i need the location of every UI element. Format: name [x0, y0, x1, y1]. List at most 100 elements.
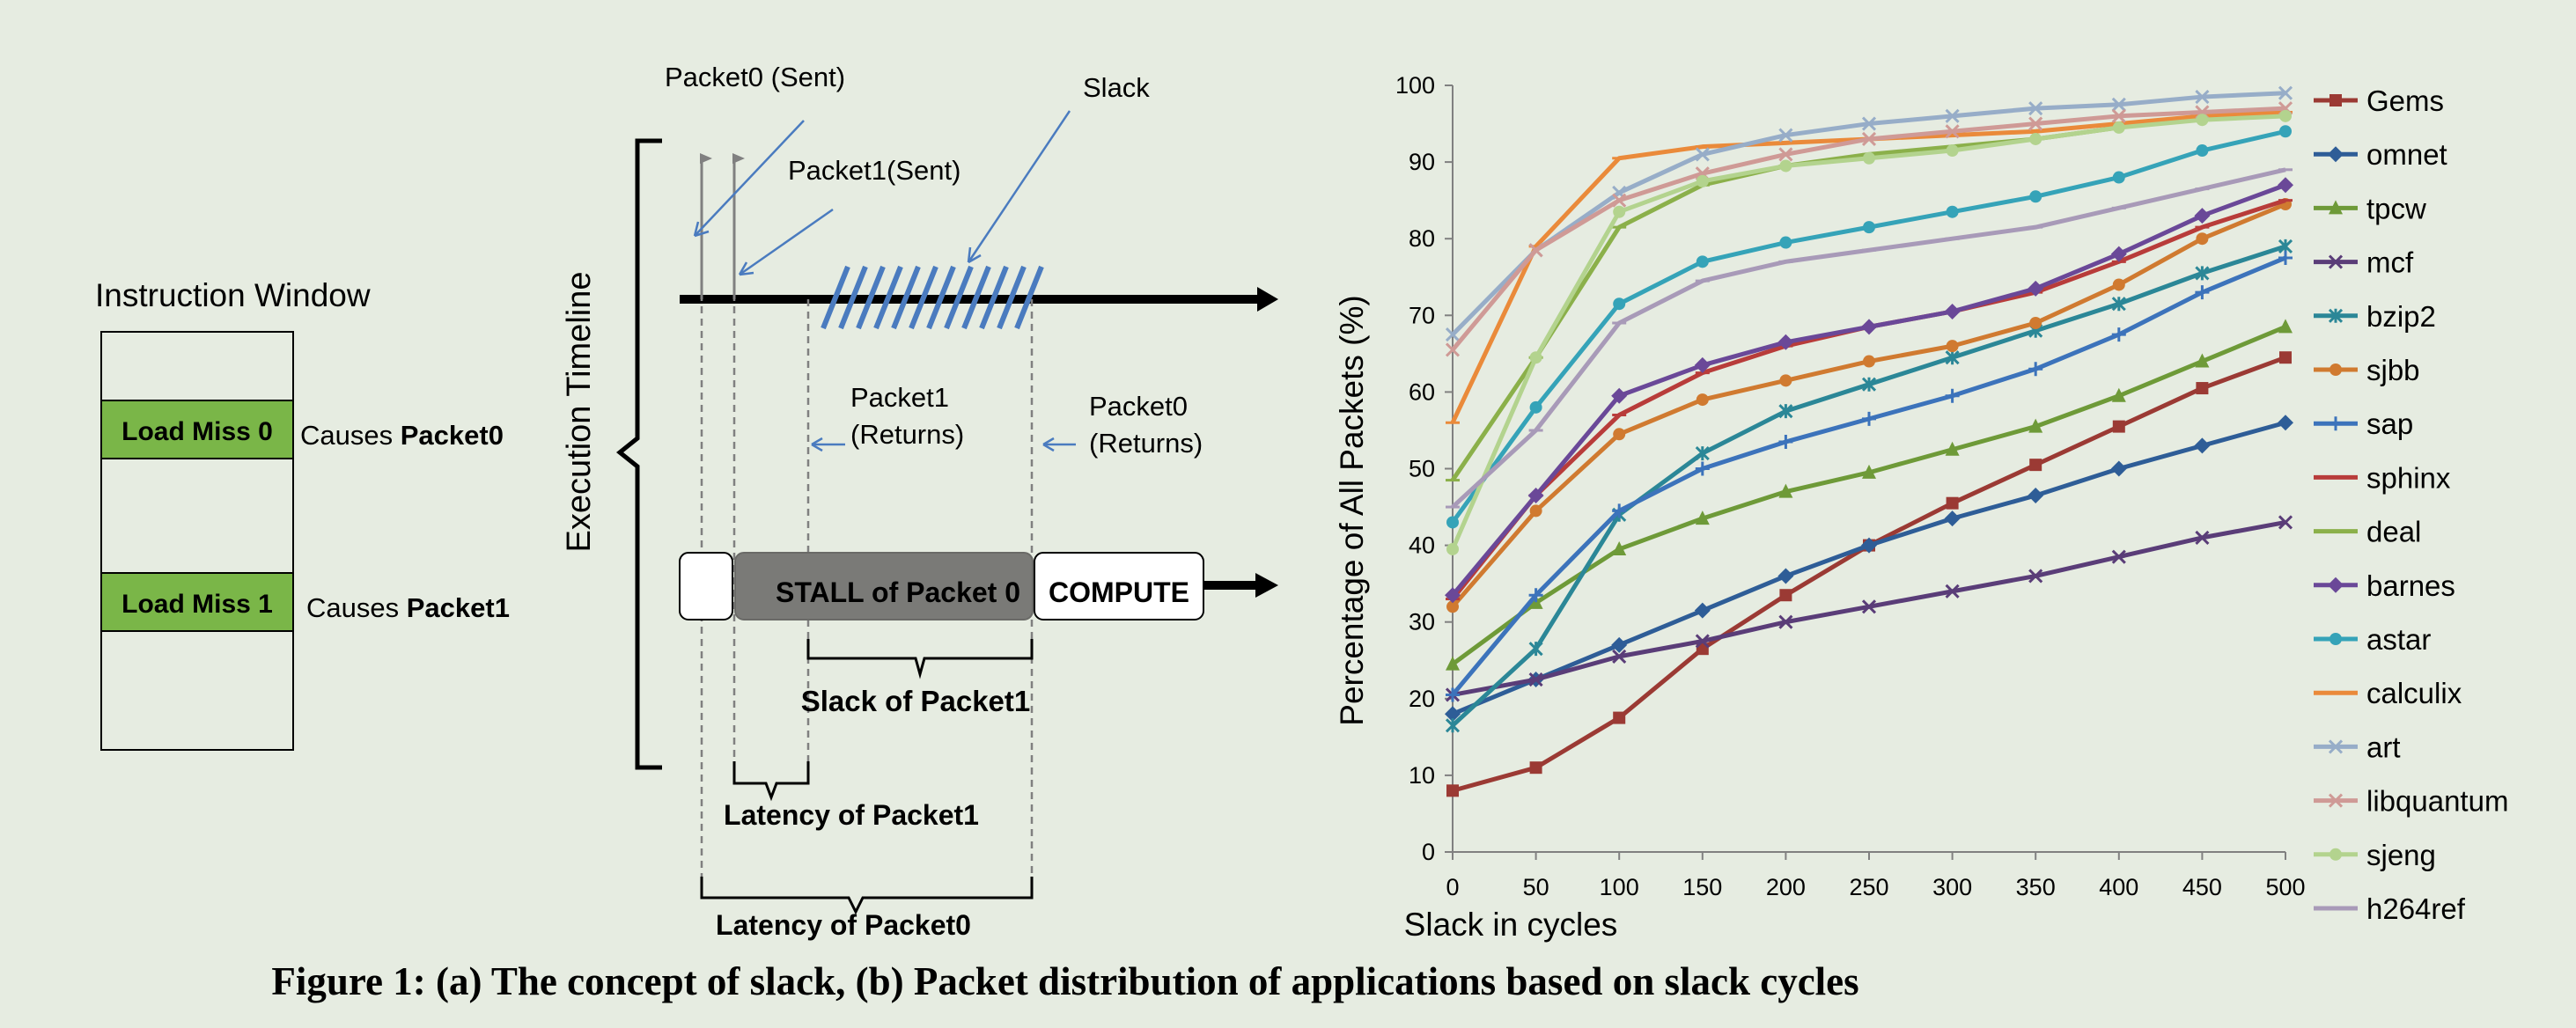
data-point-sjbb — [1779, 374, 1792, 387]
data-point-mcf — [1528, 672, 1543, 687]
legend-marker — [2328, 576, 2344, 593]
slack-hatch-mark — [873, 265, 903, 330]
data-point-art — [1445, 327, 1461, 342]
series-astar — [1446, 125, 2292, 529]
data-point-libquantum — [1445, 342, 1461, 357]
data-point-art — [2028, 101, 2043, 116]
data-point-tpcw — [1862, 464, 1876, 479]
slack-hatch-mark — [961, 265, 991, 330]
x-tick-label: 350 — [2016, 874, 2056, 900]
data-point-barnes — [1527, 487, 1544, 503]
latency-of-packet0-label: Latency of Packet0 — [716, 909, 971, 941]
x-tick-label: 100 — [1600, 874, 1639, 900]
data-point-art — [1695, 147, 1710, 162]
causes-packet1-text: Causes Packet1 — [306, 592, 510, 623]
slack-of-packet1-label: Slack of Packet1 — [801, 685, 1031, 717]
data-point-barnes — [2110, 246, 2127, 262]
x-tick-label: 0 — [1446, 874, 1459, 900]
legend-label: barnes — [2366, 569, 2455, 602]
instruction-window-box — [100, 331, 294, 751]
data-point-sjeng — [2279, 109, 2292, 122]
data-point-barnes — [1694, 356, 1711, 373]
legend-item: bzip2 — [2314, 300, 2436, 333]
causes-packet1-prefix: Causes — [306, 592, 407, 623]
packet0-returns-label-1: Packet0 — [1089, 391, 1188, 422]
instruction-window-title: Instruction Window — [95, 277, 371, 313]
data-point-tpcw — [1446, 656, 1460, 671]
data-point-mcf — [1778, 614, 1793, 629]
data-point-mcf — [1861, 599, 1877, 614]
legend-marker — [2329, 848, 2342, 861]
data-point-omnet — [1944, 510, 1961, 527]
data-point-mcf — [2111, 549, 2126, 564]
legend-item: barnes — [2314, 569, 2455, 602]
latency-of-packet1-brace — [732, 761, 810, 802]
data-point-sjeng — [2029, 132, 2042, 145]
legend-label: h264ref — [2366, 892, 2466, 925]
legend-marker — [2329, 200, 2343, 215]
data-point-astar — [1613, 297, 1626, 311]
data-point-sap — [1528, 588, 1543, 603]
x-tick-label: 250 — [1849, 874, 1888, 900]
data-point-bzip2 — [1861, 377, 1877, 392]
packet1-returns-label-1: Packet1 — [850, 382, 949, 413]
data-point-sap — [2028, 362, 2043, 377]
data-point-sjbb — [1529, 504, 1542, 518]
y-tick-label: 40 — [1409, 532, 1435, 559]
data-point-sjbb — [1696, 393, 1709, 407]
data-point-barnes — [1445, 587, 1461, 604]
data-point-sjbb — [2029, 317, 2042, 330]
legend-label: sphinx — [2366, 461, 2451, 494]
data-point-sjbb — [2196, 232, 2209, 246]
legend-label: art — [2366, 731, 2401, 763]
legend-label: mcf — [2366, 246, 2414, 279]
x-tick-label: 200 — [1766, 874, 1806, 900]
legend-label: omnet — [2366, 138, 2447, 171]
data-point-tpcw — [2028, 418, 2043, 433]
data-point-libquantum — [1778, 147, 1793, 162]
data-point-barnes — [2278, 177, 2293, 194]
legend-marker — [2328, 146, 2344, 163]
packet0-sent-pointer — [694, 120, 805, 237]
legend-label: astar — [2366, 623, 2431, 656]
data-point-mcf — [1945, 584, 1960, 598]
legend-marker — [2329, 363, 2342, 376]
execution-timeline-brace — [615, 138, 662, 770]
packet0-sent-pointer-head — [693, 221, 710, 238]
data-point-Gems — [1779, 589, 1792, 602]
data-point-sap — [1612, 503, 1627, 518]
slack-pointer-head — [967, 246, 982, 264]
panel-a-slack-concept: Instruction Window Load Miss 0 Load Miss… — [95, 62, 1278, 941]
latency-of-packet0-brace — [700, 877, 1034, 915]
y-tick-label: 0 — [1422, 839, 1435, 865]
data-point-Gems — [1613, 711, 1626, 724]
data-point-astar — [2029, 190, 2042, 203]
data-point-Gems — [1529, 761, 1542, 775]
data-point-sap — [2195, 285, 2210, 300]
data-point-barnes — [1777, 334, 1794, 350]
slack-hatch-mark — [997, 265, 1027, 330]
data-point-omnet — [2110, 460, 2127, 477]
execution-timeline-label: Execution Timeline — [561, 272, 598, 553]
y-tick-label: 10 — [1409, 762, 1435, 789]
slack-hatch-mark — [1014, 265, 1044, 330]
x-tick-label: 450 — [2182, 874, 2222, 900]
data-point-sjbb — [1946, 340, 1959, 353]
data-point-libquantum — [1528, 243, 1543, 258]
legend-marker — [2328, 308, 2344, 323]
series-barnes — [1445, 177, 2293, 604]
data-point-sap — [2278, 250, 2293, 265]
data-point-bzip2 — [2195, 266, 2210, 281]
legend-item: sjeng — [2314, 839, 2436, 871]
y-tick-label: 30 — [1409, 609, 1435, 635]
data-point-sap — [2111, 327, 2126, 342]
legend-item: sphinx — [2314, 461, 2451, 494]
series-line-art — [1451, 91, 2286, 336]
legend-label: sjeng — [2366, 839, 2436, 871]
data-point-omnet — [1861, 537, 1877, 554]
packet0-returns-label-2: (Returns) — [1089, 428, 1203, 459]
legend-marker — [2329, 416, 2343, 431]
data-point-sap — [1945, 388, 1960, 403]
legend-label: libquantum — [2366, 785, 2508, 818]
figure-caption: Figure 1: (a) The concept of slack, (b) … — [271, 959, 1858, 1003]
